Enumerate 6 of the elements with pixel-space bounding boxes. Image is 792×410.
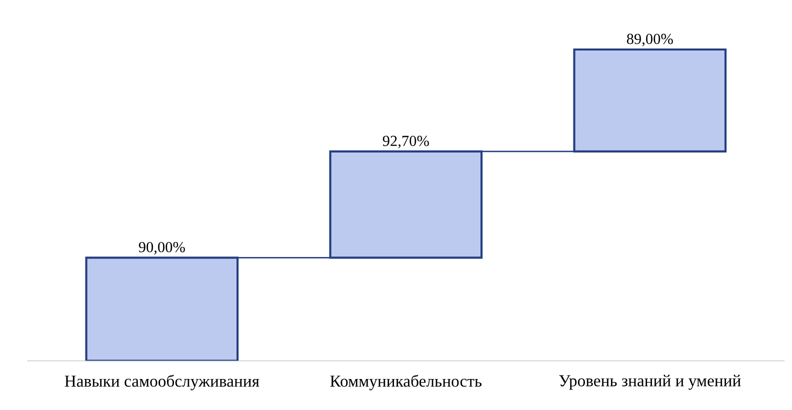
data-label: 92,70% <box>382 136 429 148</box>
category-label: Уровень знаний и умений <box>559 374 741 390</box>
category-label: Навыки самообслуживания <box>64 374 260 390</box>
category-label: Коммуникабельность <box>330 374 482 390</box>
data-label: 89,00% <box>626 34 673 46</box>
data-label: 90,00% <box>138 242 185 254</box>
